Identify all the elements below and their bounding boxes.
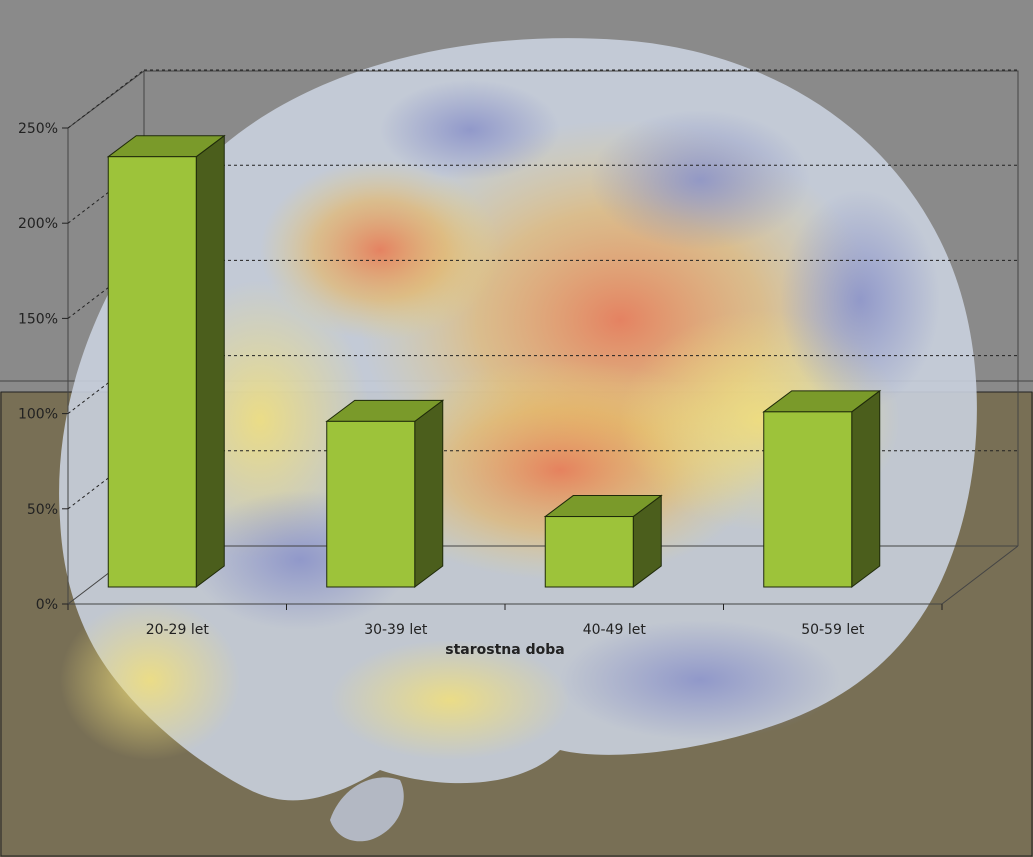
y-tick-label: 100% xyxy=(18,407,58,423)
bar xyxy=(106,134,226,588)
y-tick-label: 0% xyxy=(36,597,58,613)
y-tick-label: 50% xyxy=(27,502,58,518)
y-tick-label: 200% xyxy=(18,216,58,232)
bar-side xyxy=(414,399,444,588)
x-tick-label: 30-39 let xyxy=(364,622,428,638)
x-tick-label: 20-29 let xyxy=(146,622,210,638)
bar-front xyxy=(544,516,634,588)
bar-front xyxy=(326,420,416,588)
bar xyxy=(325,399,445,588)
bar-front xyxy=(763,411,853,588)
bar-side xyxy=(851,389,881,588)
gridline-diagonal xyxy=(67,69,145,129)
y-tick-label: 250% xyxy=(18,121,58,137)
bar xyxy=(543,494,663,588)
y-tick-label: 150% xyxy=(18,311,58,327)
bars xyxy=(106,134,882,588)
bar-front xyxy=(107,156,197,588)
x-tick-label: 40-49 let xyxy=(583,622,647,638)
x-axis: 20-29 let 30-39 let 40-49 let 50-59 let xyxy=(67,604,943,638)
y-axis: 0% 50% 100% 150% 200% 250% xyxy=(18,121,68,613)
brain-activity-image xyxy=(59,38,977,842)
x-axis-title: starostna doba xyxy=(445,642,564,658)
bar-side xyxy=(195,134,225,588)
x-tick-label: 50-59 let xyxy=(801,622,865,638)
bar xyxy=(762,389,882,588)
